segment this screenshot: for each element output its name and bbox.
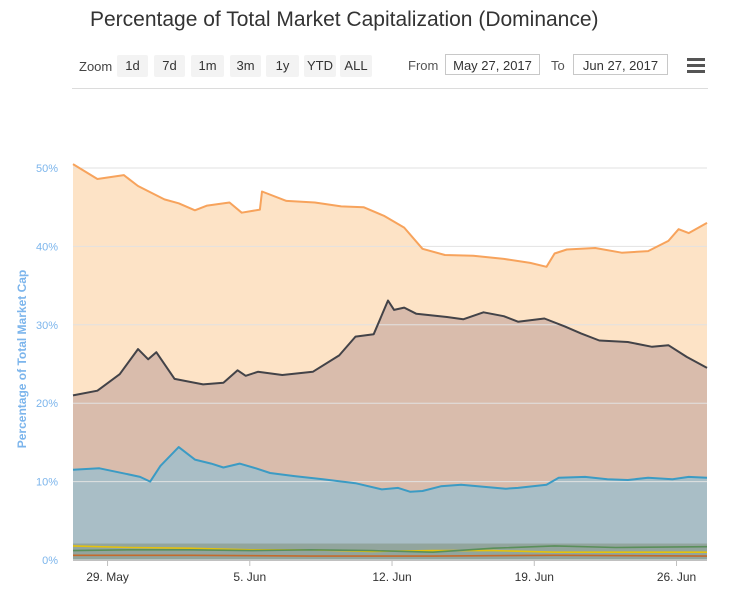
series-0-line — [72, 163, 708, 268]
y-tick-label: 10% — [36, 477, 58, 489]
series-1-line — [72, 299, 708, 397]
series-2-line — [72, 446, 708, 493]
y-tick-label: 0% — [42, 555, 58, 567]
zoom-label: Zoom — [79, 59, 113, 74]
from-date-input[interactable]: May 27, 2017 — [445, 54, 540, 75]
chart-title: Percentage of Total Market Capitalizatio… — [90, 8, 599, 31]
zoom-1m-button[interactable]: 1m — [191, 55, 224, 77]
zoom-1y-button[interactable]: 1y — [266, 55, 299, 77]
from-label: From — [408, 58, 439, 73]
zoom-3m-button[interactable]: 3m — [230, 55, 261, 77]
zoom-7d-button[interactable]: 7d — [154, 55, 185, 77]
toolbar-divider — [72, 88, 708, 89]
y-tick-label: 50% — [36, 163, 58, 175]
series-5-line — [73, 554, 708, 557]
x-tick-label: 29. May — [86, 570, 129, 584]
zoom-ytd-button[interactable]: YTD — [304, 55, 336, 77]
y-axis-title: Percentage of Total Market Cap — [15, 270, 29, 449]
y-tick-label: 40% — [36, 241, 58, 253]
x-tick-label: 5. Jun — [233, 570, 266, 584]
x-tick-label: 12. Jun — [372, 570, 411, 584]
x-tick-label: 19. Jun — [515, 570, 554, 584]
y-tick-label: 30% — [36, 320, 58, 332]
series-4-line — [72, 545, 708, 554]
to-date-input[interactable]: Jun 27, 2017 — [573, 54, 668, 75]
zoom-all-button[interactable]: ALL — [340, 55, 372, 77]
x-tick-label: 26. Jun — [657, 570, 696, 584]
range-selector: Zoom 1d 7d 1m 3m 1y YTD ALL From May 27,… — [0, 54, 735, 80]
series-2-area — [73, 447, 707, 560]
hamburger-menu-icon[interactable] — [687, 58, 705, 74]
zoom-1d-button[interactable]: 1d — [117, 55, 148, 77]
y-tick-label: 20% — [36, 398, 58, 410]
to-label: To — [551, 58, 565, 73]
